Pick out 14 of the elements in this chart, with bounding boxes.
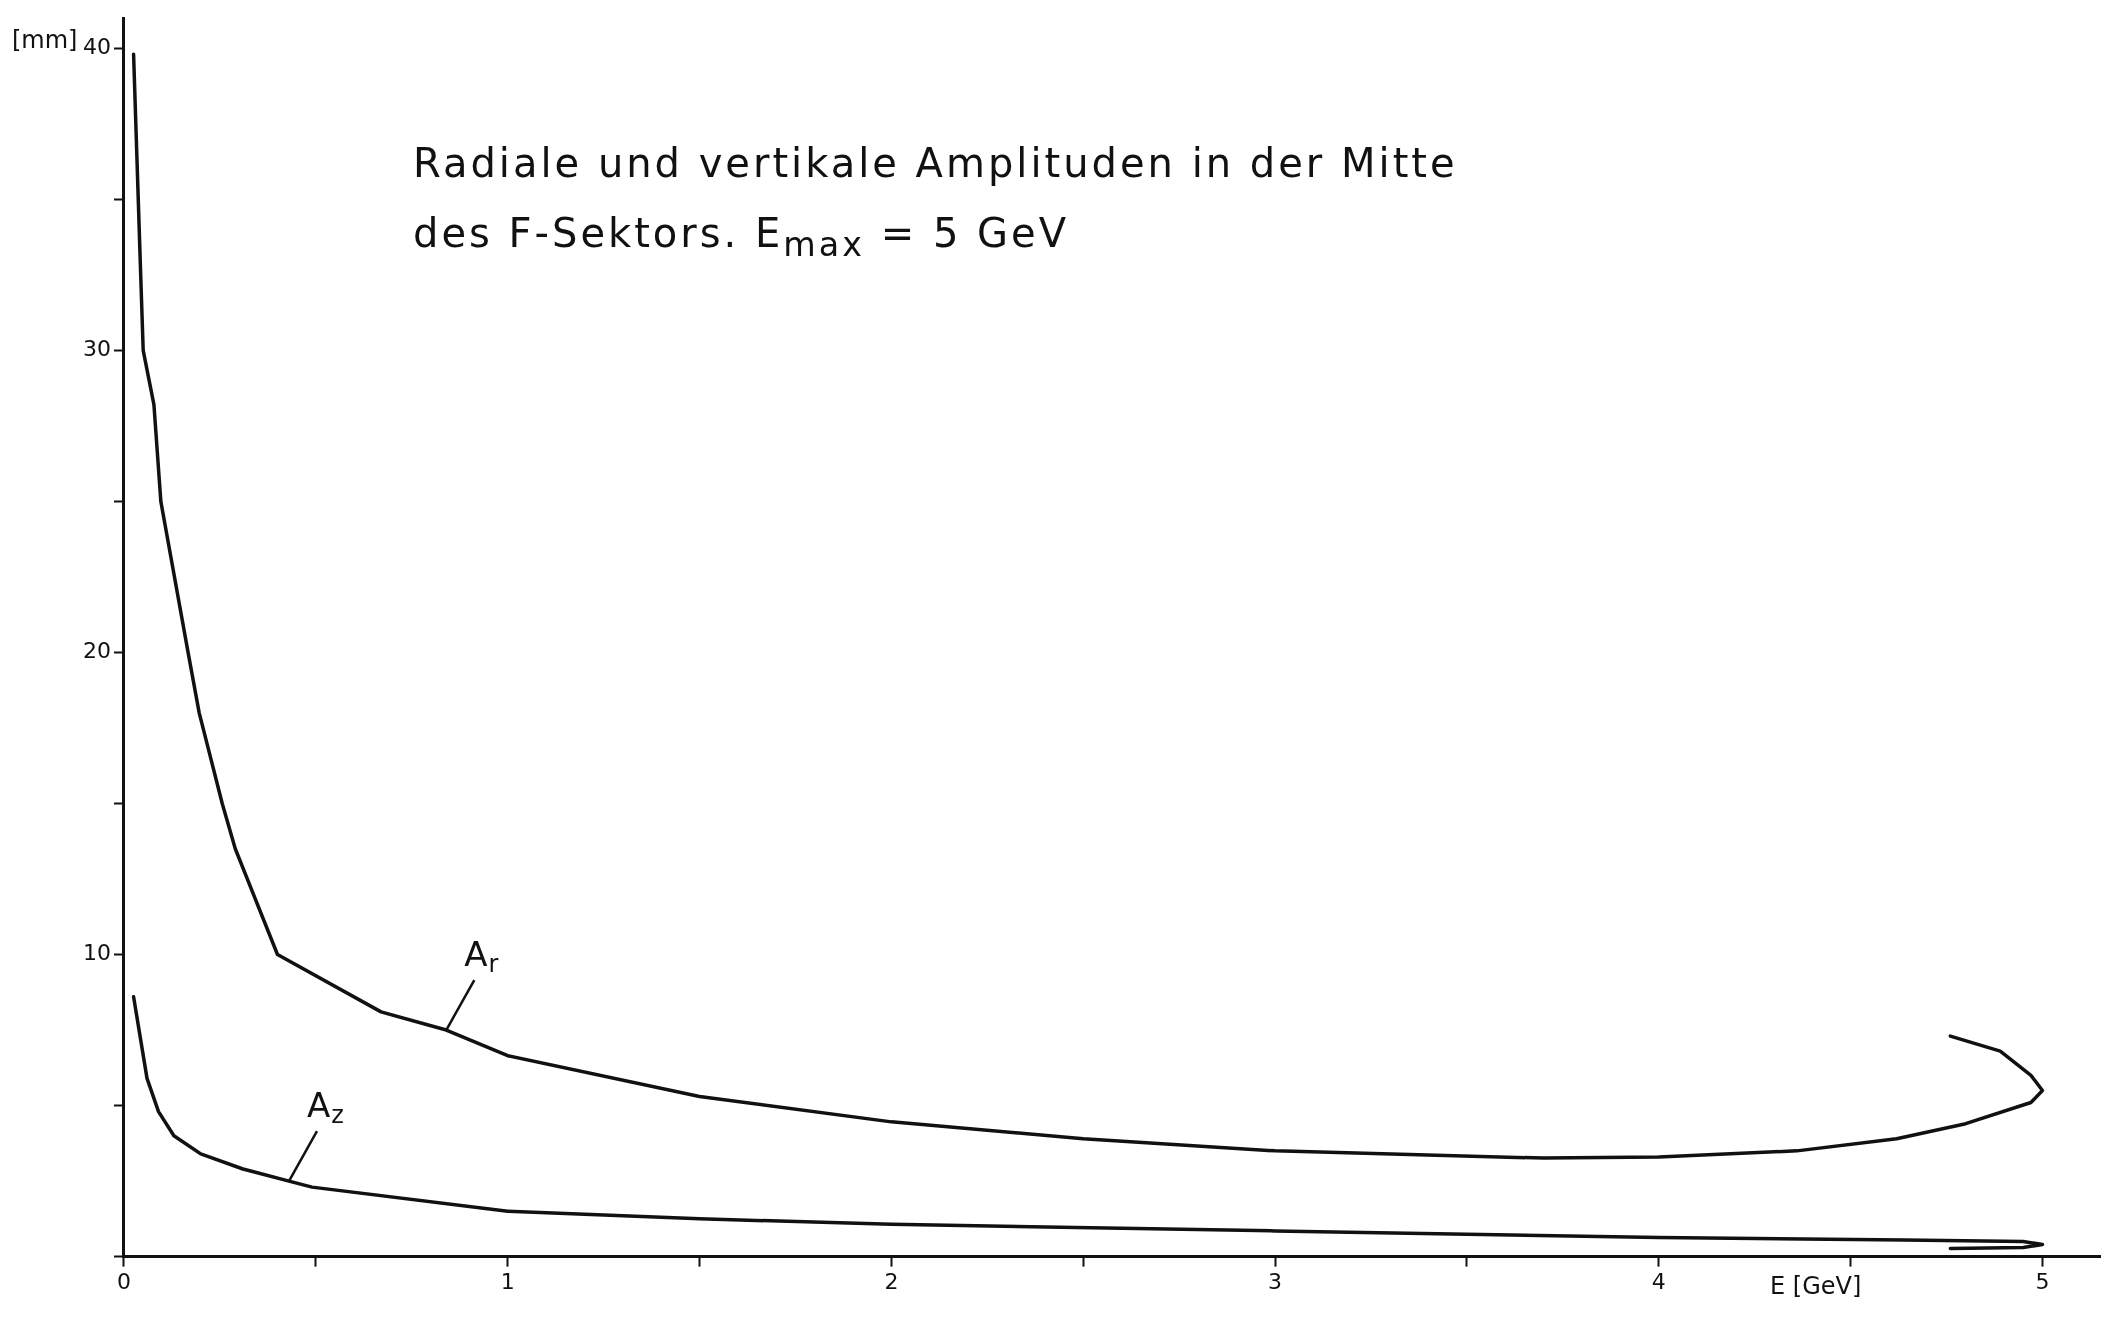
x-tick-label: 5 (2035, 1268, 2050, 1294)
x-tick-label: 2 (884, 1268, 899, 1294)
y-tick-label: 40 (82, 33, 111, 59)
y-axis-title: [mm] (12, 26, 78, 54)
y-tick-label: 10 (82, 940, 111, 966)
x-tick-label: 0 (116, 1268, 131, 1294)
x-tick-label: 1 (500, 1268, 515, 1294)
x-tick-label: 4 (1651, 1268, 1666, 1294)
y-tick-label: 30 (82, 336, 111, 362)
x-tick-label: 3 (1268, 1268, 1283, 1294)
y-tick-label: 20 (82, 638, 111, 664)
text: Radiale und vertikale Amplituden in der Mitte (413, 140, 1458, 186)
x-axis-title: E [GeV] (1770, 1272, 1862, 1300)
text: des F-Sektors. E$_{max}$ = 5 GeV (413, 210, 1070, 264)
